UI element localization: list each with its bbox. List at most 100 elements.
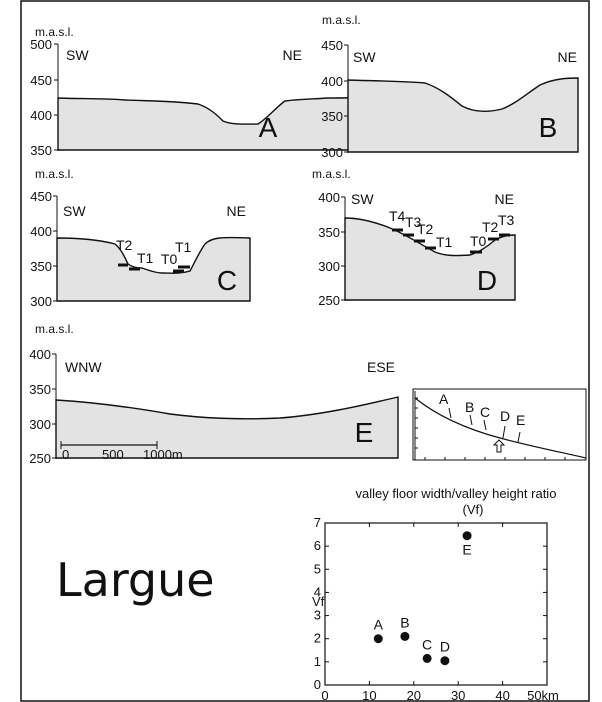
profile-d-terrace-t2-left: T2	[417, 221, 434, 237]
profile-b-unit-label: m.a.s.l.	[322, 13, 361, 27]
chart-x-tick-label: 10	[362, 688, 376, 702]
chart-point-label-a: A	[374, 617, 384, 633]
profile-d-tick-300: 300	[318, 259, 340, 274]
chart-point-b	[400, 631, 410, 641]
profile-d-tick-350: 350	[318, 225, 340, 240]
profile-b-tick-450: 450	[321, 38, 343, 53]
profile-d-terrace-t3-left: T3	[405, 214, 422, 230]
profile-e-left-direction: WNW	[65, 359, 102, 375]
chart-y-tick-label: 2	[314, 631, 321, 646]
profile-b-label: B	[539, 112, 558, 143]
profile-a-right-direction: NE	[283, 47, 302, 63]
profile-c-tick-400: 400	[30, 224, 52, 239]
chart-y-tick-label: 5	[314, 561, 321, 576]
profile-e-right-direction: ESE	[367, 359, 395, 375]
profile-d-tick-400: 400	[318, 190, 340, 205]
chart-y-tick-label: 4	[314, 584, 321, 599]
chart-point-c	[422, 653, 432, 663]
profile-d-tick-250: 250	[318, 293, 340, 308]
profile-c-terrace-t1-right: T1	[175, 239, 192, 255]
profile-a-tick-350: 350	[30, 143, 52, 158]
profile-c-right-direction: NE	[227, 203, 246, 219]
profile-c-unit-label: m.a.s.l.	[35, 167, 74, 181]
watermark-text: Largue	[56, 553, 215, 607]
profile-e-tick-400: 400	[29, 347, 51, 362]
profile-a-terrain	[57, 96, 366, 151]
profile-a-tick-500: 500	[30, 37, 52, 52]
long-profile-label-c: C	[480, 404, 490, 420]
profile-a-tick-400: 400	[30, 108, 52, 123]
profile-d: m.a.s.l. 400 350 300 250 SW NE T4 T3 T2 …	[312, 167, 516, 308]
chart-y-tick-label: 3	[314, 608, 321, 623]
profile-d-terrace-t4: T4	[389, 208, 406, 224]
chart-y-tick-label: 0	[314, 677, 321, 692]
profile-c-tick-450: 450	[30, 189, 52, 204]
profile-a-label: A	[259, 112, 278, 143]
chart-point-label-e: E	[462, 542, 471, 558]
profile-c-tick-350: 350	[30, 259, 52, 274]
long-profile-label-a: A	[439, 391, 449, 407]
chart-point-label-c: C	[422, 636, 432, 652]
long-profile-label-d: D	[500, 408, 510, 424]
scale-bar-label-0: 0	[62, 447, 69, 462]
profile-b-left-direction: SW	[353, 49, 376, 65]
profile-b-tick-300: 300	[321, 145, 343, 160]
profile-a-tick-450: 450	[30, 73, 52, 88]
profile-e-label: E	[355, 417, 374, 448]
chart-x-tick-label: 40	[495, 688, 509, 702]
profile-e-terrain	[55, 396, 399, 459]
profile-d-terrain	[344, 217, 516, 301]
profile-c-terrace-t0: T0	[161, 251, 178, 267]
chart-x-tick-label: 50km	[527, 688, 559, 702]
profile-d-right-direction: NE	[495, 191, 514, 207]
long-profile-curve	[414, 397, 587, 459]
long-profile-inset: A B C D E	[412, 388, 587, 461]
profile-a: m.a.s.l. 500 450 400 350 SW NE A	[30, 25, 366, 158]
chart-title: valley floor width/valley height ratio	[356, 486, 557, 501]
chart-y-tick-label: 1	[314, 654, 321, 669]
long-profile-label-e: E	[516, 412, 525, 428]
chart-subtitle: (Vf)	[463, 502, 484, 517]
profile-c-terrace-t1-left: T1	[137, 250, 154, 266]
profile-b: m.a.s.l. 450 400 350 300 SW NE B	[321, 13, 579, 160]
chart-x-tick-label: 20	[407, 688, 421, 702]
profile-e-unit-label: m.a.s.l.	[35, 322, 74, 336]
profile-d-unit-label: m.a.s.l.	[312, 167, 351, 181]
chart-point-label-d: D	[440, 639, 450, 655]
chart-point-e	[462, 531, 472, 541]
profile-d-terrace-t3-right: T3	[498, 212, 515, 228]
chart-y-tick-label: 6	[314, 538, 321, 553]
profile-c-left-direction: SW	[63, 203, 86, 219]
vf-chart: valley floor width/valley height ratio (…	[312, 486, 559, 702]
profile-c-label: C	[217, 265, 237, 296]
chart-x-tick-label: 30	[451, 688, 465, 702]
chart-y-axis-label: Vf	[312, 594, 325, 609]
profile-d-terrace-t2-right: T2	[482, 219, 499, 235]
scale-bar-label-1000m: 1000m	[143, 447, 183, 462]
chart-ticks: 0 1 2 3 4 5 6 7 0 10 20 30 40 50km	[314, 515, 559, 702]
profile-d-terrace-t0: T0	[470, 233, 487, 249]
figure-frame	[20, 0, 590, 702]
chart-plot-frame	[324, 522, 548, 686]
profile-e-tick-250: 250	[29, 451, 51, 466]
chart-y-tick-label: 7	[314, 515, 321, 530]
profile-c-terrace-t2: T2	[116, 237, 133, 253]
arrow-up-icon	[492, 439, 506, 453]
profile-b-tick-400: 400	[321, 74, 343, 89]
profile-d-label: D	[477, 265, 497, 296]
profile-b-terrain	[347, 77, 579, 153]
chart-point-d	[440, 656, 450, 666]
chart-points: A BC D E	[373, 531, 472, 666]
profile-e: 0 500 1000m m.a.s.l. 400 350 300 250 WNW…	[29, 322, 399, 466]
profile-b-tick-350: 350	[321, 109, 343, 124]
profile-c: m.a.s.l. 450 400 350 300 SW NE T2 T1 T0 …	[30, 167, 251, 309]
chart-x-tick-label: 0	[321, 688, 328, 702]
profile-c-tick-300: 300	[30, 294, 52, 309]
profile-a-unit-label: m.a.s.l.	[35, 25, 74, 39]
profile-d-left-direction: SW	[351, 191, 374, 207]
long-profile-label-b: B	[465, 399, 474, 415]
profile-b-right-direction: NE	[558, 49, 577, 65]
profile-e-tick-350: 350	[29, 382, 51, 397]
chart-point-a	[373, 634, 383, 644]
